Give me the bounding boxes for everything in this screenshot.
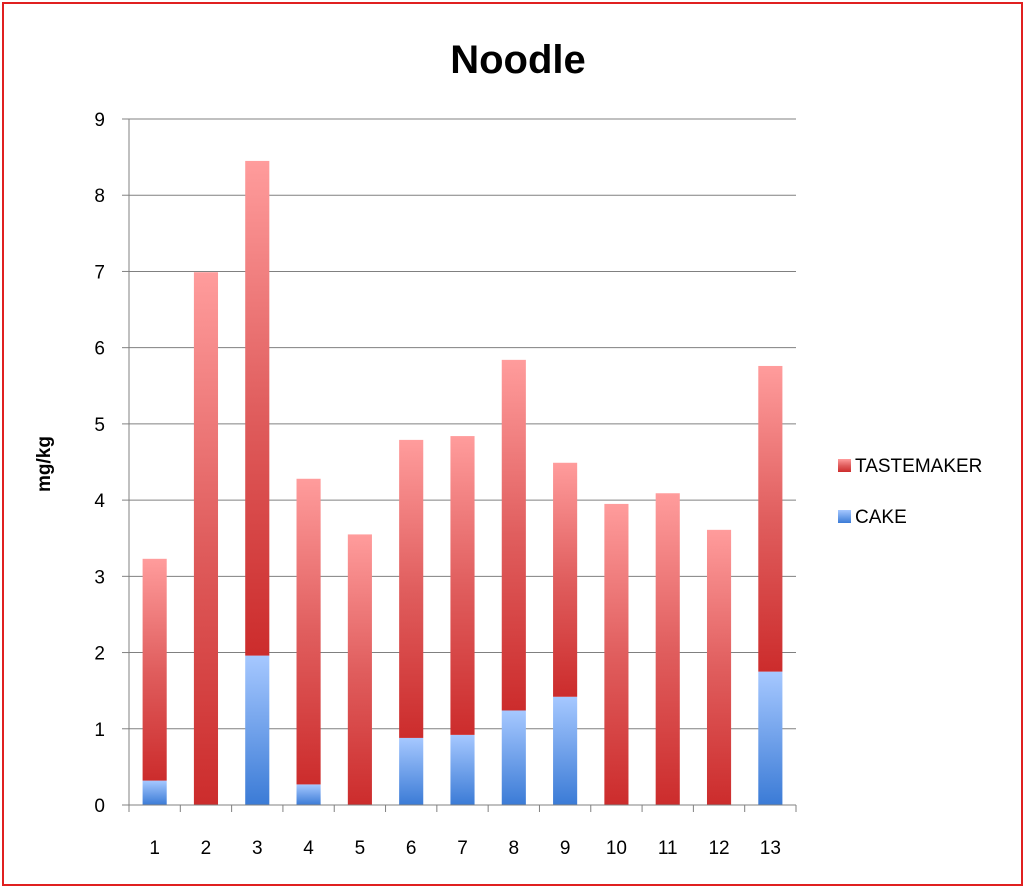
x-tick-label: 13	[760, 838, 781, 859]
x-tick-label: 2	[201, 838, 212, 859]
legend-swatch-tastemaker	[838, 459, 851, 472]
x-tick-label: 10	[606, 838, 627, 859]
bar-tastemaker-5	[347, 534, 372, 805]
legend: TASTEMAKER CAKE	[838, 456, 982, 528]
y-tick-label: 5	[94, 415, 105, 436]
bar-tastemaker-1	[142, 558, 167, 781]
bar-tastemaker-7	[450, 436, 475, 735]
bar-tastemaker-6	[399, 439, 424, 738]
bar-tastemaker-11	[655, 493, 680, 805]
bar-cake-13	[758, 671, 783, 805]
y-tick-label: 0	[94, 796, 105, 817]
y-tick-label: 3	[94, 567, 105, 588]
x-tick-label: 8	[509, 838, 520, 859]
bar-tastemaker-9	[553, 462, 578, 697]
x-tick-label: 12	[708, 838, 729, 859]
bar-tastemaker-8	[501, 359, 526, 711]
bar-cake-6	[399, 737, 424, 805]
bars	[142, 160, 783, 805]
bar-cake-1	[142, 780, 167, 805]
x-tick-label: 4	[303, 838, 314, 859]
legend-swatch-cake	[838, 510, 851, 523]
bar-cake-4	[296, 784, 321, 805]
bar-tastemaker-10	[604, 503, 629, 805]
y-tick-label: 7	[94, 262, 105, 283]
x-tick-label: 6	[406, 838, 417, 859]
y-tick-label: 6	[94, 339, 105, 360]
x-tick-label: 5	[355, 838, 366, 859]
legend-label-cake: CAKE	[855, 507, 907, 528]
gridlines	[129, 118, 796, 730]
x-tick-label: 11	[658, 838, 678, 859]
y-tick-label: 8	[94, 186, 105, 207]
bar-cake-8	[501, 710, 526, 805]
y-tick-label: 2	[94, 644, 105, 665]
y-tick-label: 9	[94, 110, 105, 131]
y-tick-label: 1	[94, 720, 105, 741]
bar-tastemaker-13	[758, 365, 783, 672]
x-tick-label: 3	[252, 838, 263, 859]
y-tick-label: 4	[94, 491, 105, 512]
bar-tastemaker-12	[706, 529, 732, 805]
bar-tastemaker-2	[193, 272, 219, 805]
bar-tastemaker-3	[245, 160, 270, 656]
bar-cake-3	[245, 655, 270, 805]
x-tick-label: 1	[149, 838, 160, 859]
y-axis-label: mg/kg	[34, 436, 55, 492]
bar-cake-9	[553, 696, 578, 805]
x-tick-label: 9	[560, 838, 571, 859]
x-tick-label: 7	[457, 838, 468, 859]
legend-label-tastemaker: TASTEMAKER	[855, 456, 982, 477]
bar-tastemaker-4	[296, 478, 321, 785]
chart-title: Noodle	[450, 38, 586, 82]
bar-cake-7	[450, 734, 475, 805]
